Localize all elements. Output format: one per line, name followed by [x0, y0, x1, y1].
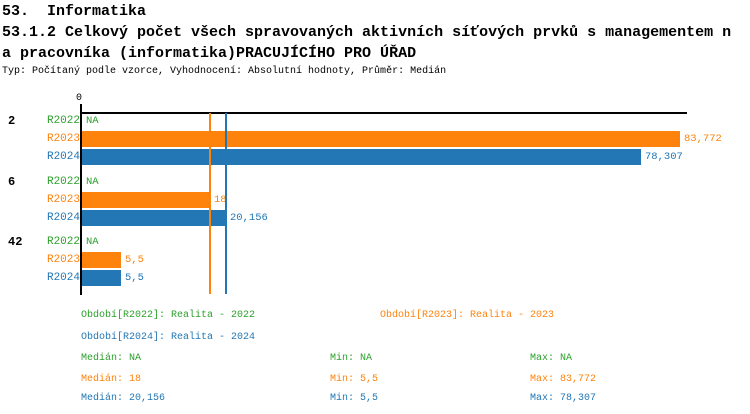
series-label-r2023: R2023 [46, 194, 80, 206]
bar-value-label: 78,307 [645, 151, 683, 163]
median-line-r2023 [209, 113, 211, 294]
series-label-r2024: R2024 [46, 272, 80, 284]
indicator-title-line1: 53.1.2 Celkový počet všech spravovaných … [2, 24, 732, 41]
group-label: 2 [8, 114, 16, 128]
chart-row: R2023 5,5 [0, 252, 750, 268]
legend-max-r2024: Max: 78,307 [530, 393, 597, 404]
legend-median-r2022: Medián: NA [81, 353, 142, 364]
chart-row: R2024 5,5 [0, 270, 750, 286]
legend-period-r2024: Období[R2024]: Realita - 2024 [81, 332, 256, 343]
bar-r2023 [82, 192, 210, 208]
chart-row: R2022 NA [0, 113, 750, 129]
chart-row: R2024 20,156 [0, 210, 750, 226]
series-label-r2024: R2024 [46, 151, 80, 163]
series-label-r2023: R2023 [46, 254, 80, 266]
legend-period-r2022: Období[R2022]: Realita - 2022 [81, 310, 256, 321]
chart-row: R2023 83,772 [0, 131, 750, 147]
chart-row: R2024 78,307 [0, 149, 750, 165]
bar-value-label: 20,156 [230, 212, 268, 224]
group-label: 6 [8, 175, 16, 189]
x-axis-line [80, 112, 687, 114]
series-label-r2024: R2024 [46, 212, 80, 224]
indicator-title-line2: a pracovníka (informatika)PRACUJÍCÍHO PR… [2, 45, 417, 62]
bar-value-label: NA [86, 236, 99, 248]
x-axis-zero-label: 0 [76, 93, 83, 104]
bar-r2024 [82, 270, 121, 286]
y-axis-line [80, 104, 82, 295]
bar-r2023 [82, 131, 680, 147]
legend-median-r2024: Medián: 20,156 [81, 393, 166, 404]
bar-value-label: NA [86, 115, 99, 127]
series-label-r2022: R2022 [46, 176, 80, 188]
legend-min-r2024: Min: 5,5 [330, 393, 379, 404]
bar-value-label: NA [86, 176, 99, 188]
bar-r2024 [82, 149, 641, 165]
bar-value-label: 5,5 [125, 272, 144, 284]
legend-max-r2023: Max: 83,772 [530, 374, 597, 385]
series-label-r2022: R2022 [46, 236, 80, 248]
legend-period-r2023: Období[R2023]: Realita - 2023 [380, 310, 555, 321]
chart-row: R2022 NA [0, 234, 750, 250]
chart-row: R2022 NA [0, 174, 750, 190]
legend-median-r2023: Medián: 18 [81, 374, 142, 385]
indicator-meta: Typ: Počítaný podle vzorce, Vyhodnocení:… [2, 66, 447, 77]
bar-r2024 [82, 210, 226, 226]
series-label-r2022: R2022 [46, 115, 80, 127]
bar-value-label: 18 [214, 194, 227, 206]
report-section-title: 53. Informatika [2, 3, 147, 20]
series-label-r2023: R2023 [46, 133, 80, 145]
bar-value-label: 83,772 [684, 133, 722, 145]
median-line-r2024 [225, 113, 227, 294]
bar-value-label: 5,5 [125, 254, 144, 266]
legend-min-r2023: Min: 5,5 [330, 374, 379, 385]
group-label: 42 [8, 235, 23, 249]
bar-r2023 [82, 252, 121, 268]
legend-min-r2022: Min: NA [330, 353, 373, 364]
chart-row: R2023 18 [0, 192, 750, 208]
legend-max-r2022: Max: NA [530, 353, 573, 364]
